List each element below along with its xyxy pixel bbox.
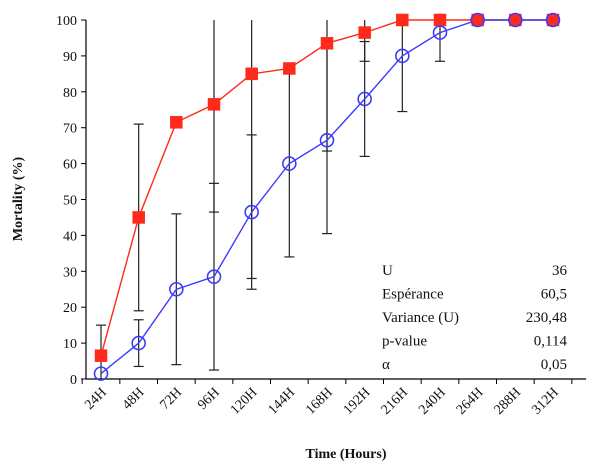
y-tick-label: 30 [63, 265, 77, 280]
y-tick-label: 20 [63, 301, 77, 316]
y-tick-label: 0 [70, 373, 77, 388]
data-point-circle [508, 12, 523, 28]
x-tick-label: 120H [228, 385, 261, 418]
data-point-circle [169, 281, 184, 297]
data-point-square [396, 13, 409, 27]
y-tick-label: 10 [63, 337, 77, 352]
data-point-circle [206, 269, 222, 284]
data-point-circle [244, 204, 259, 220]
stats-table: U 36 Espérance 60,5 Variance (U) 230,48 p-valu… [382, 263, 568, 373]
data-point-circle [319, 132, 335, 148]
data-point-square [433, 13, 447, 27]
x-tick-label: 240H [416, 385, 449, 418]
x-tick-label: 168H [303, 385, 336, 418]
x-tick-label: 144H [266, 385, 299, 418]
y-tick-label: 50 [63, 194, 77, 209]
y-tick-label: 100 [56, 14, 77, 29]
x-tick-label: 24H [82, 385, 110, 413]
data-point-circle [432, 25, 448, 40]
y-tick-label: 60 [63, 158, 77, 173]
stats-value: 0,114 [534, 334, 568, 350]
y-tick-label: 80 [63, 86, 77, 101]
y-axis: 0 10 20 30 40 50 60 70 80 90 100 [56, 14, 87, 388]
data-point-circle [470, 12, 485, 28]
y-axis-title: Mortality (%) [11, 156, 26, 241]
x-tick-label: 48H [120, 385, 148, 413]
data-point-square [170, 116, 183, 129]
x-tick-label: 72H [157, 385, 185, 413]
x-tick-label: 96H [195, 385, 223, 413]
data-point-square [320, 37, 334, 50]
data-point-circle [395, 48, 410, 64]
error-bar [435, 20, 445, 62]
data-point-circle [545, 12, 561, 28]
stats-label: p-value [382, 334, 427, 350]
stats-label: Variance (U) [382, 310, 459, 326]
data-point-circle [357, 91, 372, 107]
y-tick-label: 70 [63, 122, 77, 137]
x-tick-label: 264H [454, 385, 487, 418]
data-point-square [207, 98, 221, 111]
stats-value: 36 [552, 263, 568, 279]
x-axis: 24H 48H 72H 96H 120H 144H 168H 192H 216H 240H 264H… [81, 378, 586, 418]
data-point-circle [282, 156, 297, 171]
x-tick-label: 288H [492, 385, 525, 418]
error-bar [397, 20, 408, 113]
stats-value: 0,05 [541, 357, 567, 373]
stats-label: Espérance [382, 287, 444, 303]
series-markers [93, 12, 561, 381]
x-tick-label: 192H [341, 385, 374, 418]
data-point-square [132, 211, 145, 224]
y-tick-label: 90 [63, 50, 77, 65]
data-point-circle [93, 366, 109, 381]
data-point-square [245, 67, 258, 81]
data-point-square [358, 26, 371, 39]
x-tick-label: 312H [529, 385, 562, 418]
stats-value: 60,5 [541, 287, 567, 303]
x-tick-label: 216H [379, 385, 412, 418]
data-point-square [283, 62, 296, 75]
y-tick-label: 40 [63, 229, 77, 244]
stats-label: α [382, 357, 390, 373]
stats-label: U [382, 263, 393, 279]
stats-value: 230,48 [526, 310, 567, 326]
data-point-circle [131, 335, 146, 351]
data-point-square [94, 349, 108, 362]
x-axis-title: Time (Hours) [305, 447, 386, 462]
